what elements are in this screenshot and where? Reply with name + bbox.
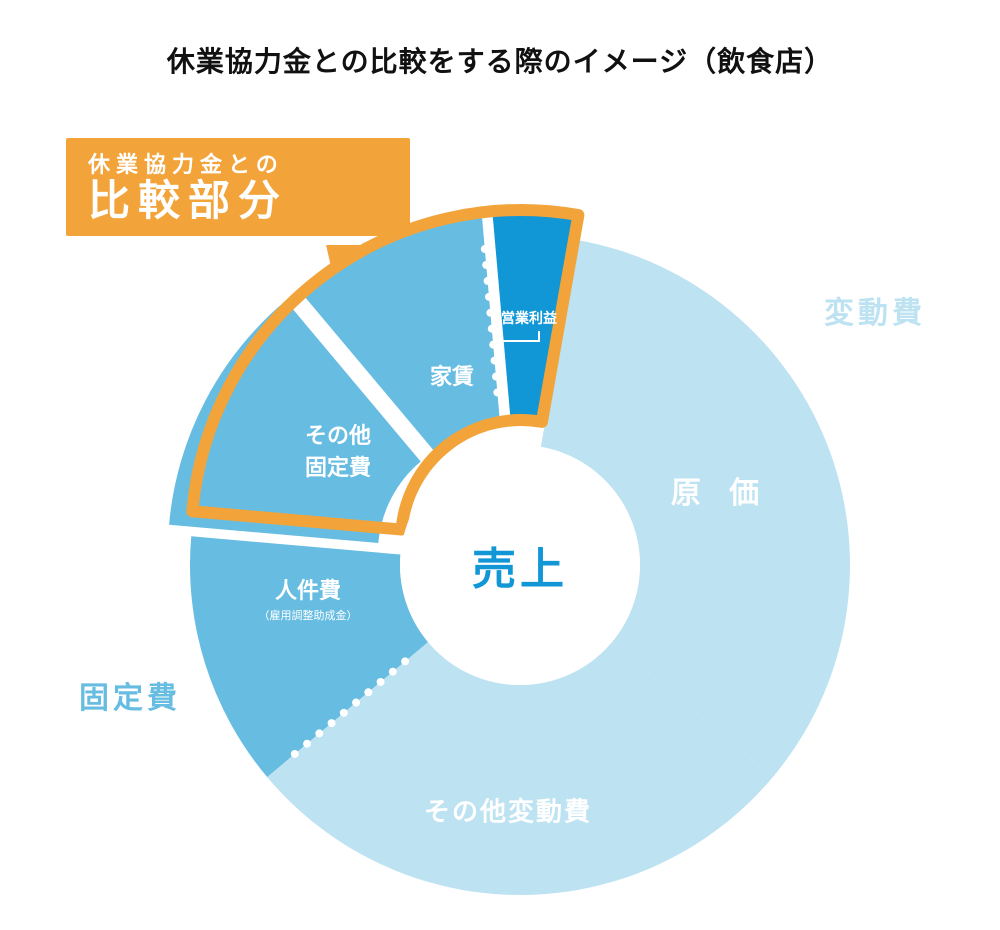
page-title: 休業協力金との比較をする際のイメージ（飲食店） (0, 40, 1000, 80)
slice-label-other_var: その他変動費 (424, 792, 592, 829)
callout-line1: 休業協力金との (88, 152, 388, 177)
comparison-callout: 休業協力金との 比較部分 (66, 138, 410, 236)
slice-label-labor: 人件費（雇用調整助成金） (259, 573, 358, 623)
donut-center-label: 売上 (472, 533, 568, 597)
slice-label-cost_of_goods: 原 価 (671, 468, 769, 512)
stage: 休業協力金との比較をする際のイメージ（飲食店） 休業協力金との 比較部分 売上 … (0, 0, 1000, 930)
callout-line2: 比較部分 (88, 177, 388, 225)
outer-label-fixed: 固定費 (79, 673, 181, 717)
outer-label-variable: 変動費 (824, 288, 926, 332)
slice-label-rent: 家賃 (430, 359, 474, 391)
slice-label-profit: 営業利益 (501, 308, 557, 328)
slice-label-other_fixed: その他固定費 (305, 418, 371, 482)
